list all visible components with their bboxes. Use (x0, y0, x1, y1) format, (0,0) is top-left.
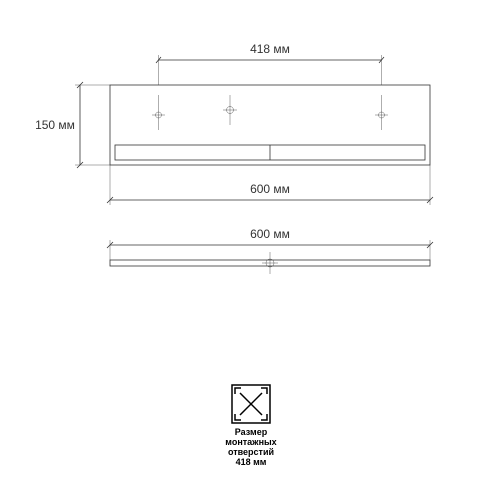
top-view (110, 252, 430, 274)
dim-150-label: 150 мм (35, 118, 75, 132)
dim-418-top: 418 мм (156, 42, 384, 85)
dim-418-label: 418 мм (250, 42, 290, 56)
mount-hole-left (152, 95, 165, 130)
svg-text:Размер: Размер (235, 427, 268, 437)
center-fastener (223, 95, 237, 125)
svg-text:монтажных: монтажных (225, 437, 276, 447)
dim-600-front: 600 мм (107, 165, 433, 205)
dim-150-left: 150 мм (35, 82, 110, 168)
dim-600-bar-label: 600 мм (250, 227, 290, 241)
dim-600-front-label: 600 мм (250, 182, 290, 196)
mount-hole-right (375, 95, 388, 130)
mount-size-caption: Размер монтажных отверстий 418 мм (225, 427, 276, 467)
svg-text:418 мм: 418 мм (236, 457, 267, 467)
front-view (110, 85, 430, 165)
svg-text:отверстий: отверстий (228, 447, 274, 457)
mount-size-icon (232, 385, 270, 423)
dimension-drawing: 418 мм 150 мм 600 мм 600 мм (0, 0, 500, 500)
